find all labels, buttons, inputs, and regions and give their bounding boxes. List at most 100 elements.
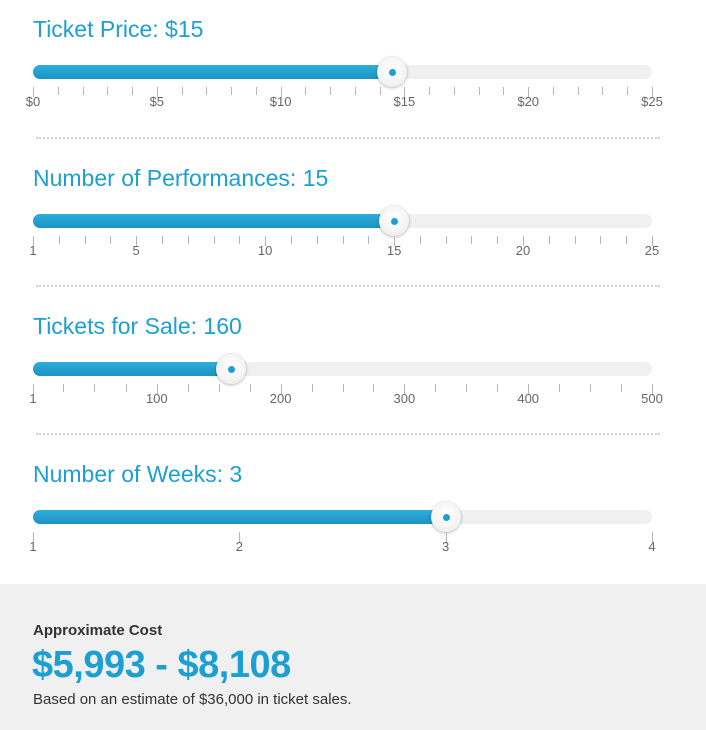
minor-tick: [471, 236, 473, 244]
major-tick: [33, 236, 34, 246]
major-tick: [136, 236, 138, 246]
minor-tick: [621, 384, 623, 392]
major-tick: [280, 384, 282, 394]
tick-label: 200: [269, 391, 292, 406]
minor-tick: [290, 236, 292, 244]
dotted-divider: [36, 137, 660, 139]
minor-tick: [82, 87, 84, 95]
minor-tick: [590, 384, 592, 392]
minor-tick: [419, 236, 421, 244]
tick-label: 3: [442, 539, 450, 554]
minor-tick: [187, 236, 189, 244]
minor-tick: [548, 236, 550, 244]
major-tick: [652, 87, 653, 97]
minor-tick: [453, 87, 455, 95]
performances-fill: [33, 214, 395, 228]
ticket-price-tick-labels: $0 $5 $10 $15 $20 $25: [26, 94, 663, 110]
minor-tick: [107, 87, 109, 95]
performances-title: Number of Performances: 15: [33, 165, 329, 191]
minor-tick: [249, 384, 251, 392]
weeks-handle[interactable]: [430, 502, 461, 532]
tick-label: 500: [641, 391, 663, 406]
tick-label: 2: [235, 539, 243, 554]
minor-tick: [213, 236, 215, 244]
weeks-slider-block: Number of Weeks: 3 1 2 3 4: [0, 461, 706, 571]
minor-tick: [63, 384, 64, 392]
minor-tick: [84, 236, 86, 244]
minor-tick: [206, 87, 208, 95]
minor-tick: [305, 87, 307, 95]
minor-tick: [466, 384, 468, 392]
tickets-for-sale-fill: [33, 362, 232, 376]
performances-track[interactable]: [33, 206, 652, 236]
minor-tick: [627, 87, 629, 95]
minor-tick: [110, 236, 112, 244]
weeks-track[interactable]: [33, 502, 652, 532]
minor-tick: [316, 236, 318, 244]
ticket-price-ticks: [33, 87, 653, 97]
minor-tick: [429, 87, 431, 95]
tick-label: $15: [393, 94, 416, 109]
tick-label: 400: [517, 391, 540, 406]
minor-tick: [231, 87, 233, 95]
tick-label: $5: [149, 94, 165, 109]
minor-tick: [255, 87, 257, 95]
tick-label: 5: [132, 243, 140, 258]
minor-tick: [577, 87, 579, 95]
minor-tick: [503, 87, 505, 95]
weeks-ticks: [33, 532, 653, 542]
tick-label: $0: [25, 94, 41, 109]
minor-tick: [330, 87, 332, 95]
cost-panel: Approximate Cost $5,993 - $8,108 Based o…: [0, 584, 706, 730]
minor-tick: [125, 384, 127, 392]
minor-tick: [559, 384, 561, 392]
dotted-divider: [36, 285, 660, 287]
weeks-title: Number of Weeks: 3: [33, 461, 243, 487]
minor-tick: [552, 87, 554, 95]
tickets-for-sale-slider-block: Tickets for Sale: 160 1 100 200 300 400 500: [0, 313, 706, 423]
major-tick: [652, 384, 653, 394]
major-tick: [239, 532, 241, 542]
tick-label: $25: [641, 94, 663, 109]
minor-tick: [373, 384, 375, 392]
minor-tick: [600, 236, 602, 244]
performances-handle[interactable]: [379, 206, 410, 236]
tick-label: 15: [386, 243, 402, 258]
minor-tick: [94, 384, 96, 392]
ticket-price-slider-block: Ticket Price: $15 $0 $5 $10 $15 $20 $25: [0, 16, 706, 126]
major-tick: [404, 87, 406, 97]
major-tick: [652, 236, 653, 246]
major-tick: [528, 384, 530, 394]
minor-tick: [602, 87, 604, 95]
tickets-for-sale-tick-labels: 1 100 200 300 400 500: [29, 391, 662, 407]
minor-tick: [445, 236, 447, 244]
major-tick: [156, 87, 158, 97]
tick-label: 1: [29, 391, 37, 406]
major-tick: [156, 384, 158, 394]
major-tick: [33, 87, 34, 97]
tick-label: $20: [517, 94, 540, 109]
ticket-price-handle[interactable]: [377, 57, 408, 87]
tickets-for-sale-track[interactable]: [33, 354, 652, 384]
minor-tick: [342, 384, 344, 392]
minor-tick: [368, 236, 370, 244]
tick-label: 1: [29, 539, 37, 554]
tickets-for-sale-title: Tickets for Sale: 160: [33, 313, 242, 339]
minor-tick: [181, 87, 183, 95]
minor-tick: [379, 87, 381, 95]
minor-tick: [58, 236, 60, 244]
tick-label: 4: [648, 539, 656, 554]
ticket-price-track[interactable]: [33, 57, 652, 87]
major-tick: [404, 384, 406, 394]
tickets-for-sale-handle[interactable]: [216, 354, 247, 384]
tick-label: $10: [269, 94, 292, 109]
weeks-fill: [33, 510, 446, 524]
cost-range: $5,993 - $8,108: [32, 644, 291, 686]
dotted-divider: [36, 433, 660, 435]
minor-tick: [574, 236, 576, 244]
cost-note: Based on an estimate of $36,000 in ticke…: [33, 691, 352, 708]
major-tick: [265, 236, 267, 246]
tick-label: 100: [145, 391, 168, 406]
major-tick: [528, 87, 530, 97]
ticket-price-title: Ticket Price: $15: [33, 16, 204, 42]
